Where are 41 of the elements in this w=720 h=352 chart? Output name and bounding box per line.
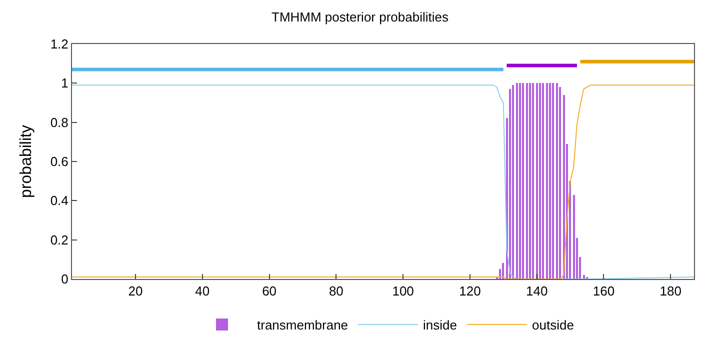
- line-series: [72, 84, 694, 279]
- y-tick-label: 1: [61, 76, 68, 91]
- bar: [552, 83, 554, 279]
- bar: [556, 83, 558, 279]
- x-tick-label: 160: [592, 284, 615, 299]
- y-axis-title: probability: [18, 125, 36, 198]
- bar: [559, 87, 561, 279]
- bar: [519, 83, 521, 279]
- bar: [549, 83, 551, 279]
- x-tick-label: 120: [459, 284, 481, 299]
- bar: [529, 83, 531, 279]
- x-tick-label: 180: [660, 284, 682, 299]
- bar: [539, 83, 541, 279]
- x-tick-label: 80: [328, 284, 344, 299]
- x-tick-label: 20: [128, 284, 143, 299]
- bar: [516, 83, 518, 279]
- y-tick-label: 0.8: [50, 114, 68, 130]
- bar: [532, 83, 534, 279]
- bar: [522, 83, 524, 279]
- x-tick-label: 40: [195, 284, 210, 299]
- x-tick-label: 60: [262, 284, 277, 299]
- bar: [573, 195, 575, 279]
- bar: [526, 83, 528, 279]
- legend-label: outside: [532, 318, 574, 333]
- y-tick-label: 1.2: [50, 36, 68, 52]
- y-tick-label: 0.4: [50, 193, 68, 208]
- legend-label: transmembrane: [257, 318, 348, 333]
- y-tick-label: 0.2: [50, 232, 68, 248]
- legend-label: inside: [423, 318, 458, 333]
- bar: [536, 83, 538, 279]
- bar: [509, 89, 511, 279]
- y-tick-label: 0: [61, 272, 68, 287]
- bar: [542, 83, 544, 279]
- bar: [512, 85, 514, 279]
- x-tick-label: 140: [526, 284, 548, 299]
- chart-title: TMHMM posterior probabilities: [272, 9, 449, 24]
- x-tick-label: 100: [392, 284, 414, 299]
- bar: [546, 83, 548, 279]
- bar: [502, 263, 504, 279]
- bar: [563, 95, 565, 279]
- y-tick-label: 0.6: [50, 154, 68, 170]
